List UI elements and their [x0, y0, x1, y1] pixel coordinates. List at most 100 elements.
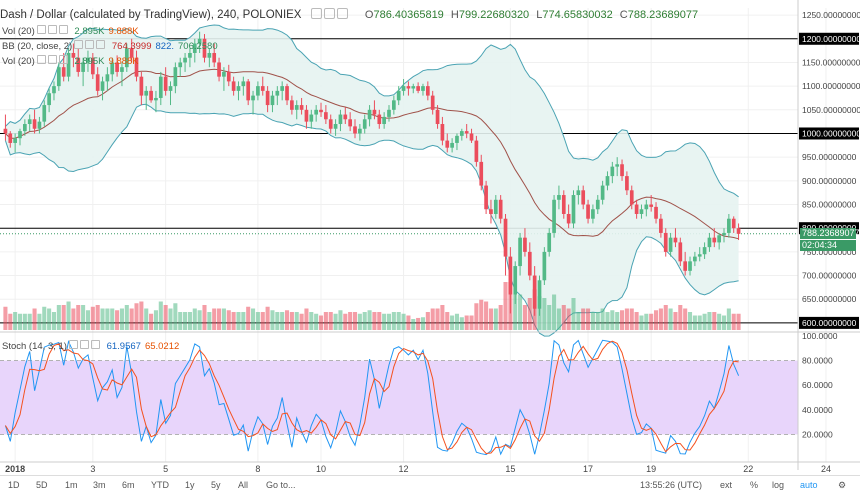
candle-body [600, 185, 605, 200]
candle-body [581, 190, 586, 205]
volume-bar [22, 313, 27, 330]
volume-bar [212, 308, 217, 330]
volume-bar [149, 313, 154, 330]
volume-bar [318, 315, 324, 330]
volume-bar [280, 312, 285, 330]
volume-bar [275, 312, 280, 330]
volume-bar [110, 308, 115, 330]
range-ytd[interactable]: YTD [151, 480, 169, 490]
volume-bar [474, 303, 479, 330]
range-1y[interactable]: 1y [185, 480, 195, 490]
candle-body [8, 133, 13, 143]
candle-body [105, 74, 110, 82]
volume-bar [484, 301, 489, 330]
candle-body [207, 52, 212, 58]
price-tick-label: 800.00000000 [802, 223, 857, 233]
volume-bar [416, 317, 421, 330]
candle-body [421, 86, 425, 91]
volume-bar [163, 305, 168, 330]
candle-body [358, 128, 362, 134]
volume-bar [683, 308, 688, 330]
candle-body [639, 209, 644, 214]
volume-bar [547, 305, 552, 330]
stoch-legend[interactable]: Stoch (14, 3, 1) 61.9567 65.0212 [2, 340, 180, 352]
volume-bar [294, 312, 299, 330]
axis-ticks: 1250.00000000 1200.00000000 1150.00000000 1… [5, 10, 860, 474]
volume-bar [226, 310, 231, 330]
volume-bar [566, 308, 571, 330]
time-tick-label: 19 [646, 464, 656, 474]
volume-bar [13, 312, 18, 330]
candle-body [440, 124, 445, 141]
range-5y[interactable]: 5y [211, 480, 221, 490]
candle-body [591, 209, 595, 219]
range-3m[interactable]: 3m [93, 480, 106, 490]
candle-body [678, 242, 683, 262]
header-buttons[interactable] [310, 8, 350, 21]
candle-body [455, 135, 459, 143]
volume-bar [3, 306, 8, 330]
range-5d[interactable]: 5D [36, 480, 48, 490]
candle-body [139, 76, 144, 96]
candle-body [124, 48, 129, 68]
volume-bar [134, 303, 139, 330]
volume-bar [454, 313, 460, 330]
vol-legend-2[interactable]: Vol (20) 2.895K 9.888K [2, 55, 139, 67]
volume-bar [255, 312, 260, 330]
volume-bar [144, 308, 149, 330]
log-toggle[interactable]: log [772, 480, 785, 490]
candle-body [120, 67, 124, 72]
volume-bar [100, 308, 105, 330]
time-tick-label: 2018 [5, 464, 25, 474]
time-tick-label: 22 [743, 464, 753, 474]
range-all[interactable]: All [238, 480, 249, 490]
volume-bar [37, 313, 42, 330]
candle-body [634, 204, 639, 214]
time-tick-label: 12 [399, 464, 409, 474]
range-1d[interactable]: 1D [8, 480, 20, 490]
auto-toggle[interactable]: auto [800, 480, 818, 490]
candle-body [450, 142, 454, 148]
volume-bar [17, 313, 23, 330]
candle-body [459, 131, 464, 136]
volume-bar [581, 308, 586, 330]
candle-body [625, 176, 629, 191]
price-tick-label: 900.00000000 [802, 176, 857, 186]
volume-bar [158, 301, 163, 330]
close-value: 788.23689077 [627, 9, 699, 21]
range-6m[interactable]: 6m [122, 480, 135, 490]
volume-bar [81, 305, 86, 330]
volume-bar [352, 312, 358, 330]
volume-bar [202, 305, 207, 330]
range-1m[interactable]: 1m [65, 480, 78, 490]
volume-bar [372, 312, 377, 330]
percent-toggle[interactable]: % [750, 480, 759, 490]
candle-body [90, 57, 95, 75]
volume-bar [673, 312, 678, 330]
volume-bar [304, 308, 309, 330]
candle-body [552, 199, 556, 233]
volume-bar [362, 312, 367, 330]
volume-bar [284, 310, 290, 330]
goto-button[interactable]: Go to... [266, 480, 296, 490]
volume-bar [348, 312, 353, 330]
volume-bar [260, 312, 265, 330]
volume-bar [435, 308, 440, 330]
candle-body [95, 74, 100, 91]
bb-legend[interactable]: BB (20, close, 2) 764.3999 822. 706.2580 [2, 40, 218, 52]
candle-body [605, 176, 610, 186]
gear-icon[interactable]: ⚙ [838, 480, 847, 490]
candle-body [537, 280, 542, 309]
volume-bar [503, 282, 508, 330]
candle-body [362, 119, 367, 129]
candle-body [425, 86, 430, 96]
ext-toggle[interactable]: ext [720, 480, 733, 490]
candle-body [217, 62, 221, 77]
volume-bar [129, 308, 134, 330]
candle-body [197, 38, 202, 44]
candle-body [561, 195, 566, 214]
candle-body [280, 86, 285, 91]
vol-legend-1[interactable]: Vol (20) 2.895K 9.888K [2, 25, 139, 37]
candle-body [503, 218, 508, 257]
